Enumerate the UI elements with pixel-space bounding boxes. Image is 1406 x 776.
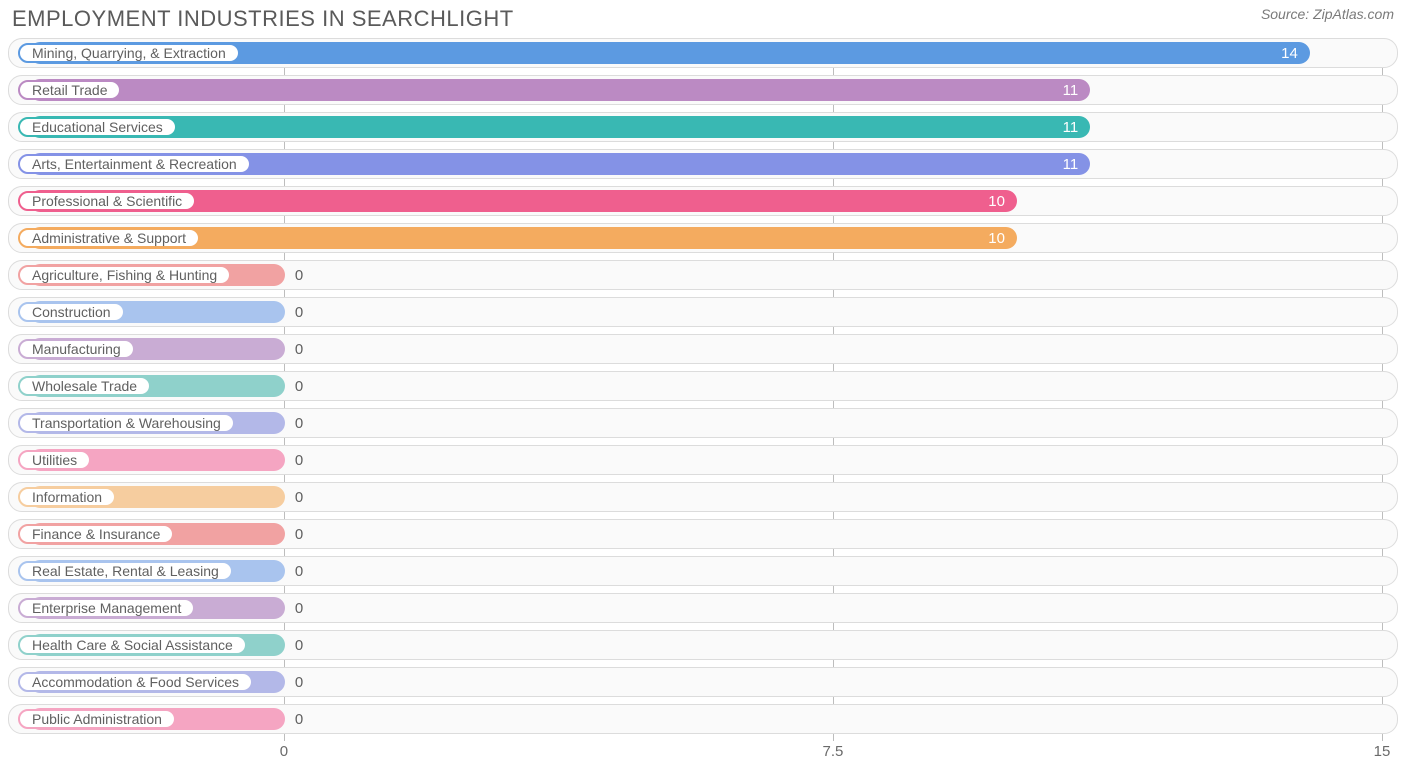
bar-label-pill: Real Estate, Rental & Leasing [18,561,233,581]
bar-label-pill: Enterprise Management [18,598,195,618]
bar-value: 0 [285,335,303,363]
bar-label-pill: Transportation & Warehousing [18,413,235,433]
x-tick: 7.5 [823,743,844,760]
bar-value: 0 [285,520,303,548]
bar-row: Arts, Entertainment & Recreation11 [8,149,1398,179]
bar-row: Real Estate, Rental & Leasing 0 [8,556,1398,586]
bar-row: Retail Trade11 [8,75,1398,105]
x-axis: 0 7.5 15 [8,741,1398,767]
bar-value: 0 [285,705,303,733]
bar-value: 0 [285,261,303,289]
bar-value: 11 [29,113,1091,141]
bar-value: 0 [285,372,303,400]
bar-row: Agriculture, Fishing & Hunting 0 [8,260,1398,290]
bar-label-pill: Manufacturing [18,339,135,359]
x-tick: 0 [280,743,288,760]
bar-row: Enterprise Management 0 [8,593,1398,623]
bar-row: Manufacturing 0 [8,334,1398,364]
bar-row: Educational Services11 [8,112,1398,142]
bar-label-pill: Retail Trade [18,80,121,100]
chart-title: EMPLOYMENT INDUSTRIES IN SEARCHLIGHT [12,6,514,32]
bar-label-pill: Wholesale Trade [18,376,151,396]
bar-label-pill: Agriculture, Fishing & Hunting [18,265,231,285]
bar-row: Utilities 0 [8,445,1398,475]
bar-row: Accommodation & Food Services 0 [8,667,1398,697]
bar-value: 0 [285,483,303,511]
bar-row: Public Administration 0 [8,704,1398,734]
bar-value: 0 [285,631,303,659]
bar-label-pill: Public Administration [18,709,176,729]
bar-label-pill: Administrative & Support [18,228,200,248]
bar-label-pill: Information [18,487,116,507]
bar-value: 0 [285,594,303,622]
bar-label-pill: Educational Services [18,117,177,137]
chart-container: EMPLOYMENT INDUSTRIES IN SEARCHLIGHT Sou… [0,0,1406,767]
chart-source: Source: ZipAtlas.com [1261,6,1394,22]
x-tick: 15 [1374,743,1391,760]
bar-value: 0 [285,557,303,585]
bar-row: Professional & Scientific10 [8,186,1398,216]
bar-label-pill: Mining, Quarrying, & Extraction [18,43,240,63]
bar-value: 0 [285,298,303,326]
bar-row: Mining, Quarrying, & Extraction14 [8,38,1398,68]
chart-header: EMPLOYMENT INDUSTRIES IN SEARCHLIGHT Sou… [8,4,1398,38]
bar-row: Construction 0 [8,297,1398,327]
bar-label-pill: Finance & Insurance [18,524,174,544]
bar-label-pill: Health Care & Social Assistance [18,635,247,655]
bar-row: Health Care & Social Assistance 0 [8,630,1398,660]
bar-value: 0 [285,668,303,696]
bar-row: Information 0 [8,482,1398,512]
bar-row: Transportation & Warehousing 0 [8,408,1398,438]
bar-value: 11 [29,76,1091,104]
bar-row: Finance & Insurance 0 [8,519,1398,549]
bar-value: 0 [285,409,303,437]
source-name: ZipAtlas.com [1313,6,1394,22]
bar-label-pill: Arts, Entertainment & Recreation [18,154,251,174]
bar-value: 0 [285,446,303,474]
bar-row: Administrative & Support10 [8,223,1398,253]
bar-label-pill: Professional & Scientific [18,191,196,211]
bar-label-pill: Utilities [18,450,91,470]
bar-label-pill: Accommodation & Food Services [18,672,253,692]
bar-row: Wholesale Trade 0 [8,371,1398,401]
chart-plot: Mining, Quarrying, & Extraction14 Retail … [8,38,1398,741]
source-label: Source: [1261,6,1309,22]
bar-label-pill: Construction [18,302,125,322]
